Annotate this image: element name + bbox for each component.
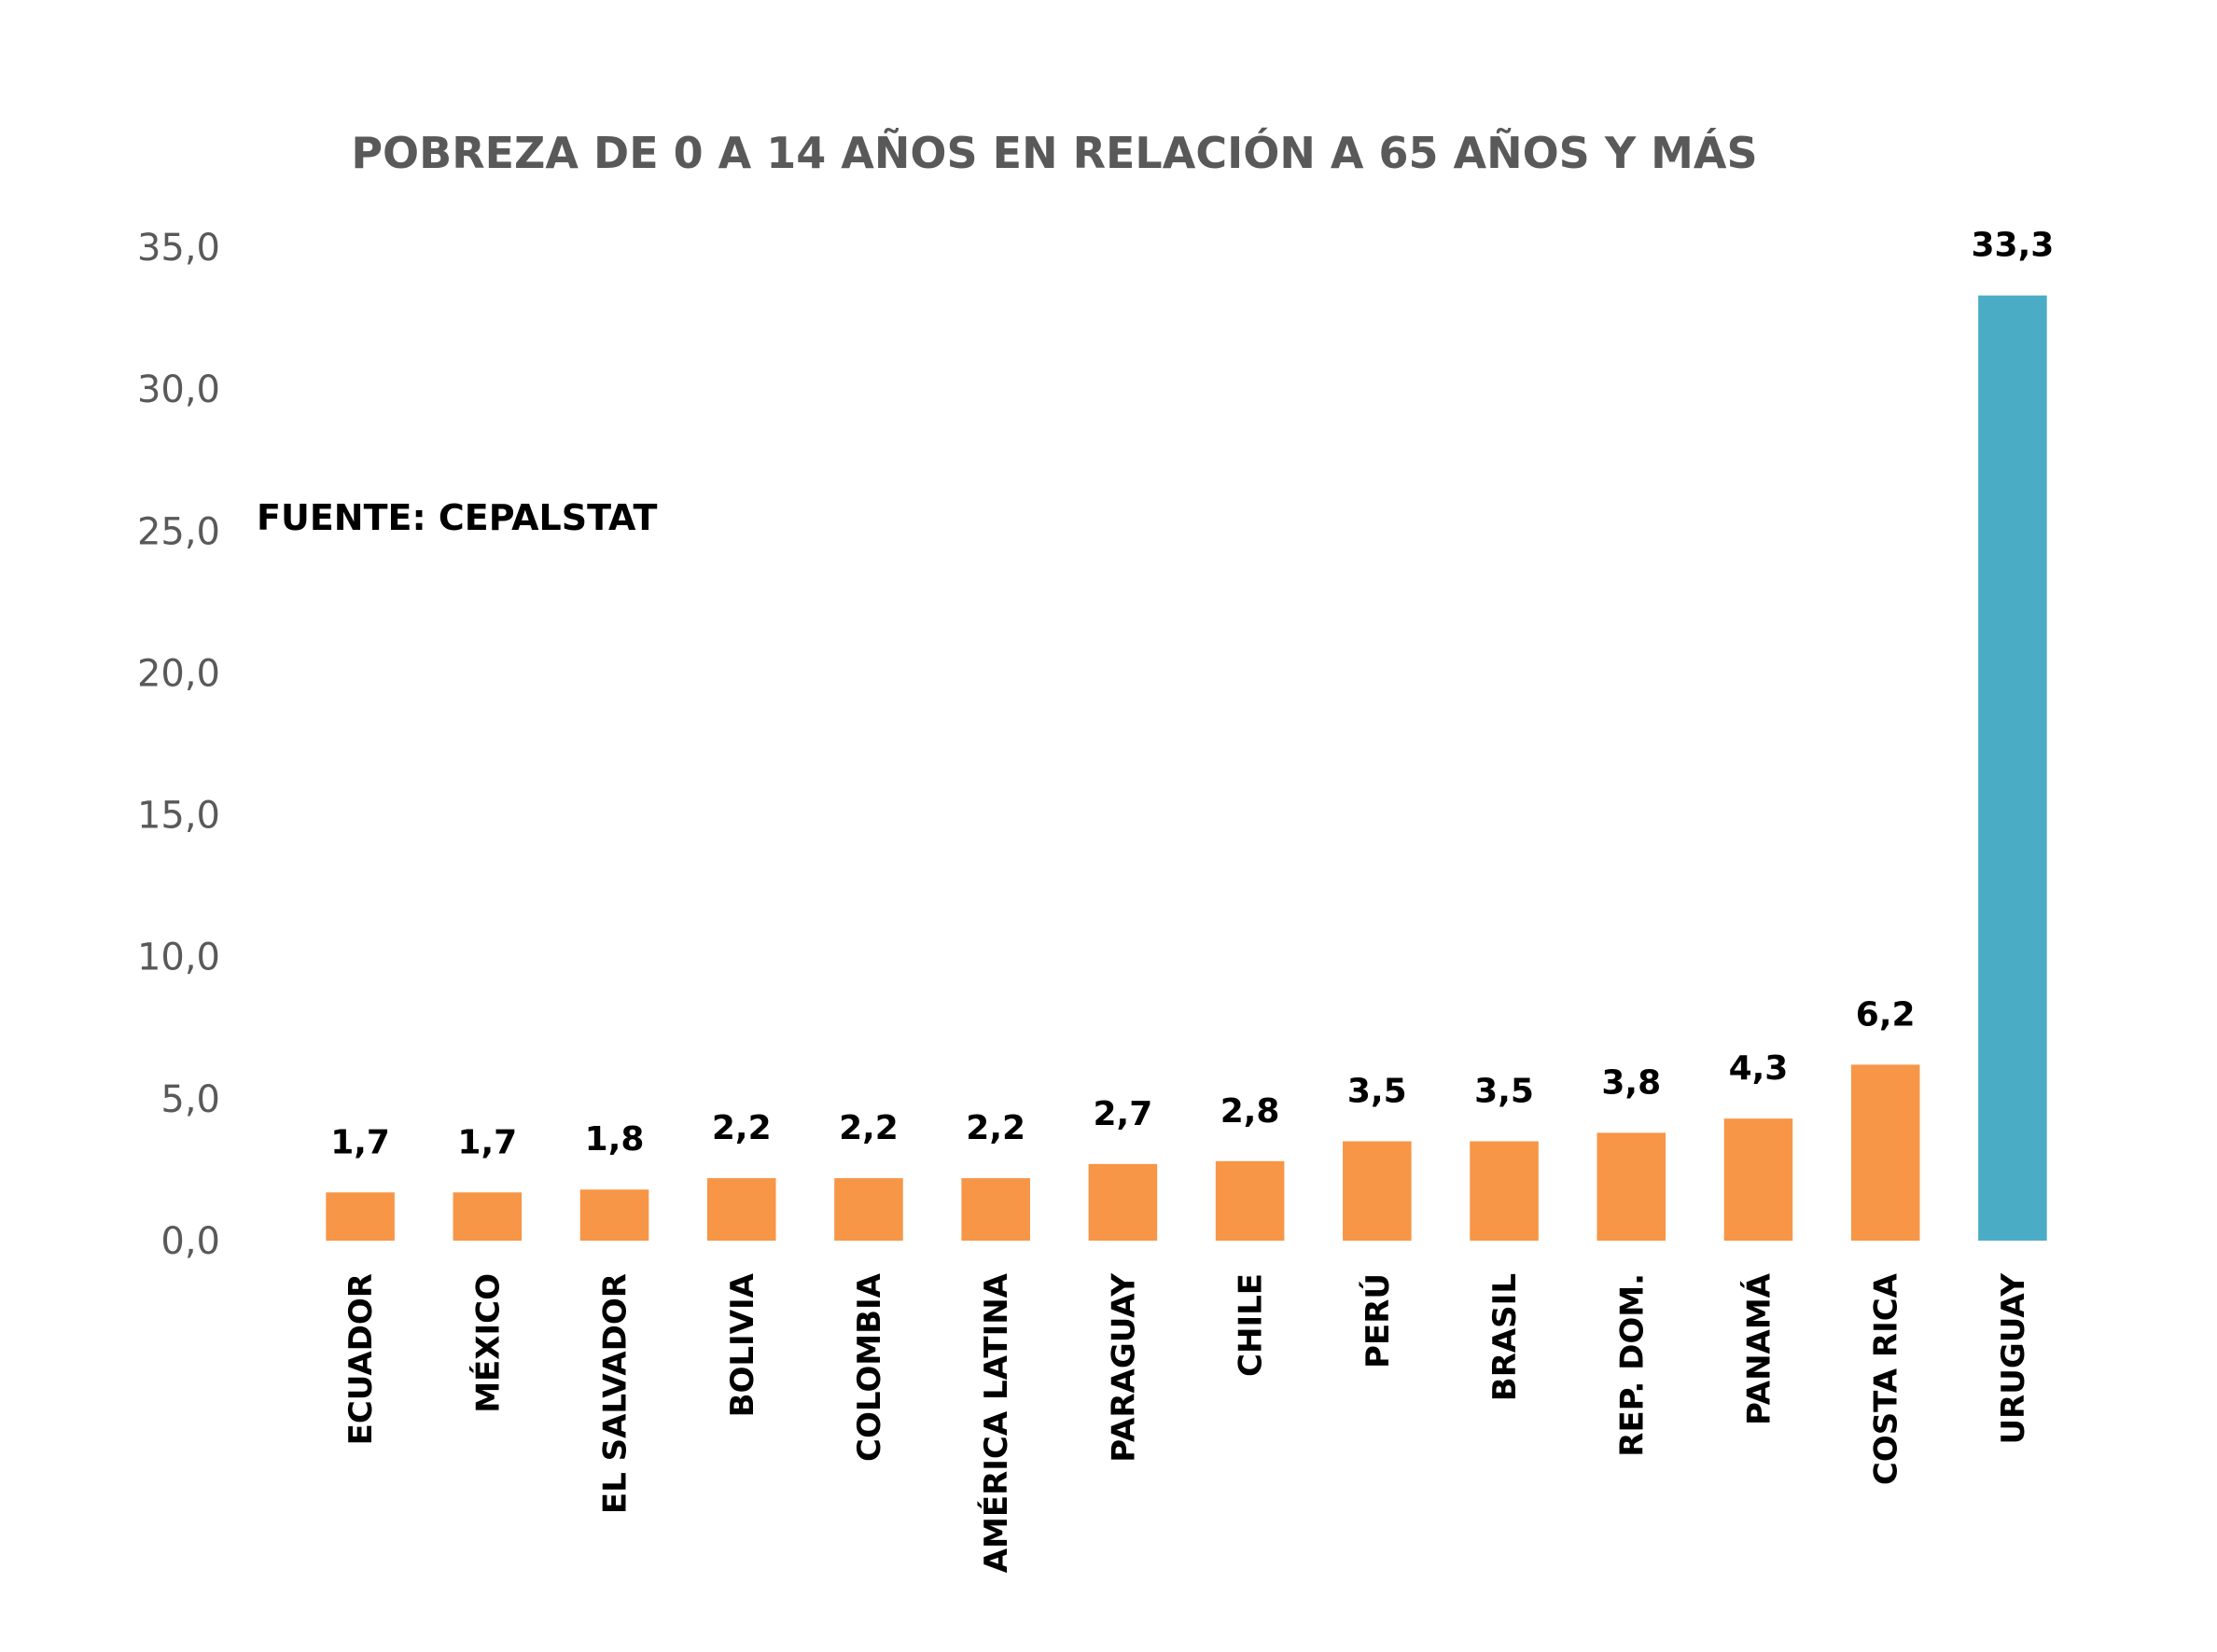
bar [453,1192,523,1241]
y-tick-label: 5,0 [160,1078,220,1121]
x-tick-label: PANAMÁ [1739,1272,1778,1425]
data-label: 33,3 [1971,227,2054,265]
x-tick-label: BOLIVIA [724,1272,761,1417]
data-label: 1,7 [457,1123,517,1161]
x-tick-label: CHILE [1233,1273,1270,1377]
source-note: FUENTE: CEPALSTAT [257,497,658,538]
x-tick-label: URUGUAY [1995,1273,2032,1445]
data-label: 1,7 [330,1123,390,1161]
data-label: 4,3 [1729,1049,1789,1088]
data-label: 6,2 [1856,995,1916,1034]
bar [326,1192,395,1241]
data-label: 1,8 [585,1120,645,1159]
y-tick-label: 35,0 [137,227,220,270]
y-tick-label: 10,0 [137,937,220,979]
x-tick-label: PARAGUAY [1105,1273,1142,1463]
x-tick-label: ECUADOR [342,1273,380,1445]
x-tick-label: BRASIL [1486,1273,1524,1401]
data-label: 3,8 [1601,1063,1661,1102]
bar [1597,1132,1666,1241]
y-tick-label: 20,0 [137,652,220,695]
data-label: 2,7 [1094,1095,1153,1133]
bar [1088,1163,1158,1241]
x-axis: ECUADOR MÉXICO EL SALVADOR BOLIVIA COLOMBIA A… [342,1272,2032,1573]
data-label: 3,5 [1347,1073,1407,1111]
bar-series [326,295,2047,1241]
data-label: 2,2 [966,1109,1025,1147]
data-label: 2,2 [712,1109,772,1147]
y-tick-label: 15,0 [137,795,220,838]
x-tick-label: COLOMBIA [851,1272,888,1462]
y-tick-label: 30,0 [137,368,220,411]
x-tick-label: REP. DOM. [1613,1273,1651,1457]
data-label: 3,5 [1474,1073,1534,1111]
chart-title: POBREZA DE 0 A 14 AÑOS EN RELACIÓN A 65 … [351,128,1757,178]
x-tick-label: COSTA RICA [1868,1272,1905,1485]
data-label: 2,2 [839,1109,899,1147]
data-labels: 1,7 1,7 1,8 2,2 2,2 2,2 2,7 2,8 3,5 3,5 3,8 4,3 6,2 3… [330,227,2054,1162]
bar [1978,295,2047,1241]
x-tick-label: EL SALVADOR [597,1273,634,1514]
bar [1850,1064,1920,1241]
x-tick-label: AMÉRICA LATINA [977,1272,1015,1573]
bar [834,1178,903,1241]
y-axis: 0,0 5,0 10,0 15,0 20,0 25,0 30,0 35,0 [137,227,220,1263]
bar [1723,1118,1793,1241]
bar [579,1189,649,1241]
x-tick-label: PERÚ [1359,1273,1397,1368]
bar [961,1178,1030,1241]
bar [706,1178,776,1241]
bar [1470,1141,1539,1241]
data-label: 2,8 [1220,1092,1280,1131]
bar [1215,1160,1285,1241]
x-tick-label: MÉXICO [468,1273,507,1413]
bar [1343,1141,1412,1241]
y-tick-label: 0,0 [160,1220,220,1263]
y-tick-label: 25,0 [137,510,220,553]
